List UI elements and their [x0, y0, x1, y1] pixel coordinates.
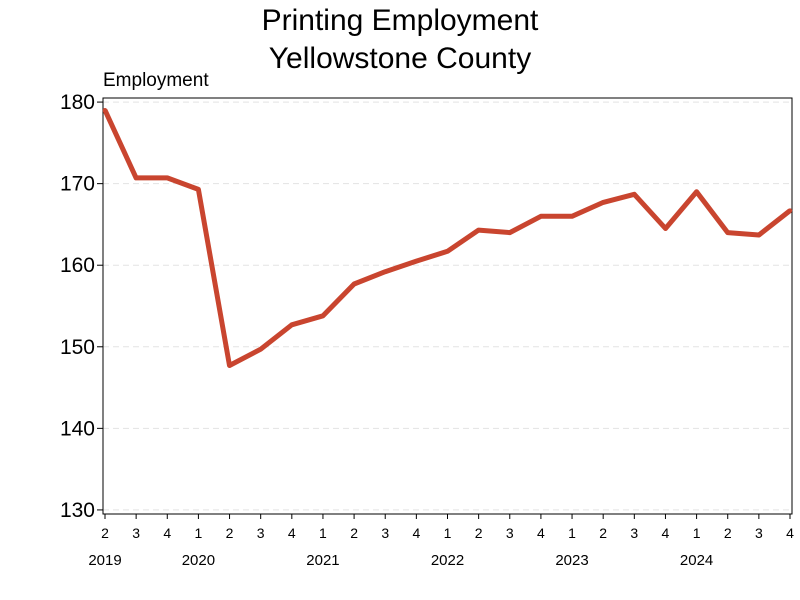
- x-tick-label: 1: [444, 525, 452, 541]
- data-point: [196, 187, 201, 192]
- data-point: [258, 347, 263, 352]
- year-label-2021: 2021: [306, 552, 339, 569]
- data-point: [569, 214, 575, 219]
- data-point: [289, 322, 295, 327]
- data-point: [632, 192, 637, 197]
- x-tick-label: 2: [101, 525, 109, 541]
- data-point: [756, 232, 762, 238]
- y-tick-label: 170: [60, 173, 95, 196]
- x-tick-label: 2: [350, 525, 358, 541]
- y-tick-label: 130: [60, 499, 95, 522]
- data-point: [538, 214, 544, 219]
- year-label-2022: 2022: [431, 552, 464, 569]
- x-tick-label: 1: [693, 525, 701, 541]
- data-point: [694, 189, 699, 195]
- x-tick-label: 4: [662, 525, 670, 541]
- x-tick-label: 3: [381, 525, 389, 541]
- data-point: [227, 363, 232, 368]
- data-point: [725, 230, 730, 235]
- year-label-2024: 2024: [680, 552, 713, 569]
- x-tick-label: 1: [195, 525, 203, 541]
- year-label-2020: 2020: [182, 552, 215, 569]
- x-tick-label: 3: [132, 525, 140, 541]
- x-axis-ticks: 2 3 4 1 2 3 4 1 2 3 4 1 2 3 4 1 2 3 4 1 2 3 4: [101, 514, 794, 541]
- data-point: [165, 175, 170, 181]
- data-point: [663, 226, 668, 231]
- y-tick-label: 140: [60, 417, 95, 440]
- x-tick-label: 1: [568, 525, 576, 541]
- x-tick-label: 4: [537, 525, 545, 541]
- data-point: [351, 281, 357, 287]
- data-point: [383, 269, 388, 274]
- series-group: [102, 108, 793, 368]
- x-axis-year-labels: 2019 2020 2021 2022 2023 2024: [88, 552, 713, 569]
- chart-title-line-2: Yellowstone County: [269, 42, 531, 75]
- data-point: [787, 208, 793, 213]
- chart-title-line-1: Printing Employment: [262, 4, 539, 37]
- data-point: [414, 258, 419, 264]
- data-point: [600, 200, 606, 205]
- plot-area-frame: [102, 97, 793, 515]
- year-label-2019: 2019: [88, 552, 121, 569]
- x-tick-label: 3: [506, 525, 514, 541]
- y-tick-label: 160: [60, 254, 95, 277]
- x-tick-label: 2: [724, 525, 732, 541]
- x-tick-label: 3: [630, 525, 638, 541]
- y-tick-label: 180: [60, 91, 95, 114]
- data-point: [507, 230, 512, 235]
- data-point: [476, 227, 481, 233]
- gridlines: [103, 101, 792, 511]
- data-point: [102, 108, 108, 113]
- x-tick-label: 4: [163, 525, 171, 541]
- data-point: [320, 313, 326, 318]
- y-axis-ticks: 130 140 150 160 170 180: [60, 91, 103, 522]
- series-line-employment: [102, 109, 792, 368]
- x-tick-label: 2: [475, 525, 483, 541]
- x-tick-label: 2: [599, 525, 607, 541]
- data-point: [133, 175, 139, 181]
- y-tick-label: 150: [60, 336, 95, 359]
- x-tick-label: 2: [226, 525, 234, 541]
- data-point: [445, 249, 450, 254]
- x-tick-label: 3: [257, 525, 265, 541]
- y-axis-label: Employment: [103, 70, 209, 91]
- x-tick-label: 1: [319, 525, 327, 541]
- x-tick-label: 3: [755, 525, 763, 541]
- x-tick-label: 4: [288, 525, 296, 541]
- x-tick-label: 4: [786, 525, 794, 541]
- x-tick-label: 4: [412, 525, 420, 541]
- year-label-2023: 2023: [555, 552, 588, 569]
